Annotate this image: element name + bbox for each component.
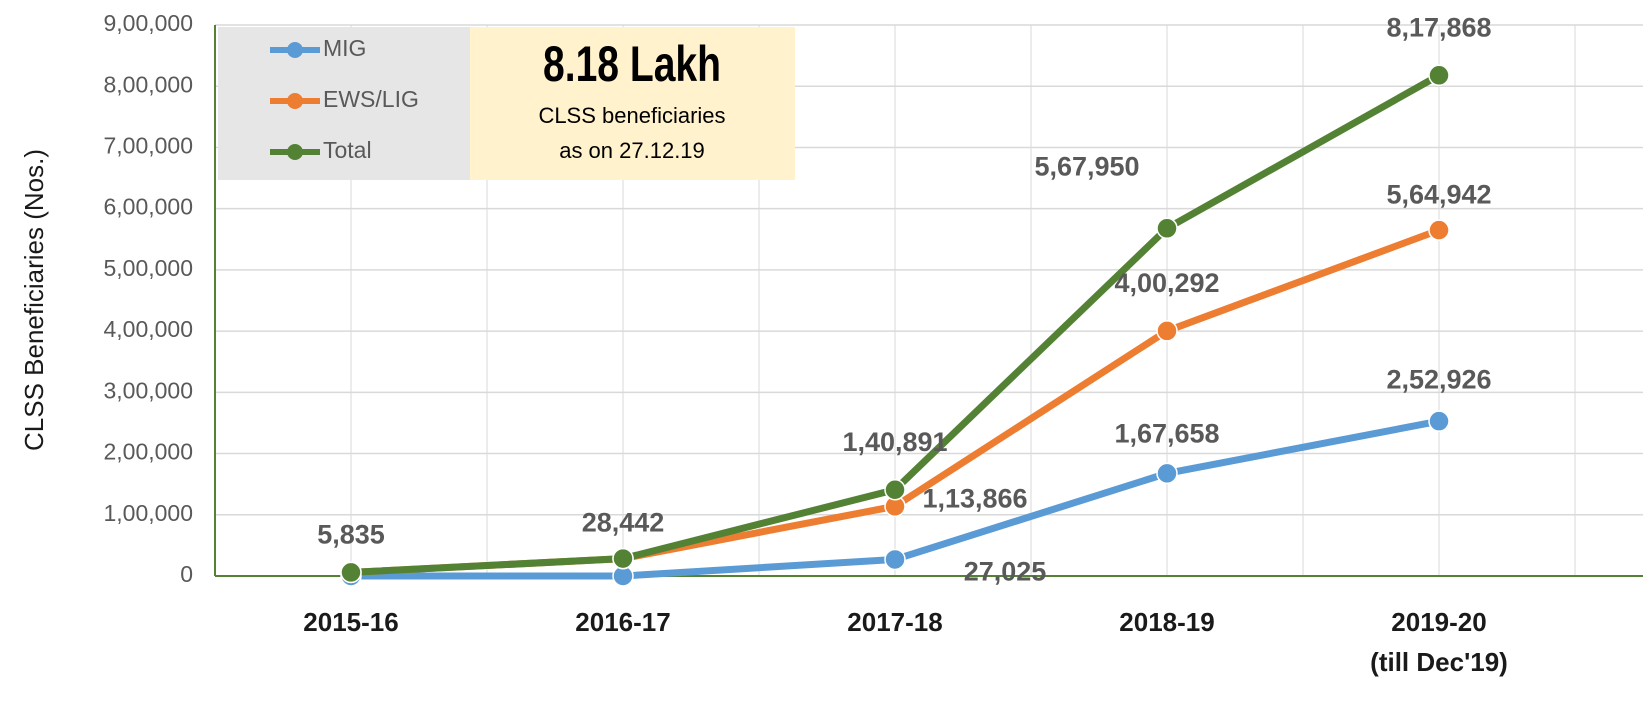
data-point	[1156, 320, 1178, 342]
x-tick-label: 2015-16	[303, 607, 398, 637]
annotation-text: CLSS beneficiaries	[538, 103, 725, 128]
data-label: 5,64,942	[1386, 179, 1491, 209]
legend-swatch	[287, 93, 303, 109]
y-tick-label: 6,00,000	[103, 194, 193, 220]
legend-swatch	[287, 42, 303, 58]
data-label: 5,67,950	[1034, 151, 1139, 181]
data-point	[612, 547, 634, 570]
legend-label: EWS/LIG	[323, 86, 419, 112]
y-tick-label: 5,00,000	[103, 255, 193, 281]
data-label: 1,13,866	[922, 483, 1027, 513]
y-tick-label: 9,00,000	[103, 10, 193, 36]
y-tick-label: 7,00,000	[103, 133, 193, 159]
data-point	[1428, 410, 1450, 432]
y-tick-label: 4,00,000	[103, 316, 193, 342]
data-label: 5,835	[317, 520, 385, 550]
y-tick-label: 0	[180, 561, 193, 587]
legend-swatch	[287, 144, 303, 160]
data-point	[1428, 219, 1450, 241]
y-tick-label: 3,00,000	[103, 377, 193, 403]
data-point	[1156, 217, 1178, 240]
data-label: 8,17,868	[1386, 12, 1491, 42]
x-tick-label: 2016-17	[575, 607, 670, 637]
x-tick-label: 2017-18	[847, 607, 942, 637]
data-point	[340, 561, 362, 584]
annotation-headline: 8.18 Lakh	[543, 36, 721, 92]
annotation-box	[470, 27, 795, 180]
y-axis-title: CLSS Beneficiaries (Nos.)	[19, 149, 49, 451]
legend-label: Total	[323, 137, 372, 163]
y-tick-label: 1,00,000	[103, 500, 193, 526]
y-tick-label: 2,00,000	[103, 439, 193, 465]
legend-label: MIG	[323, 35, 366, 61]
data-label: 28,442	[582, 508, 665, 538]
data-point	[1428, 64, 1450, 87]
data-label: 1,67,658	[1114, 418, 1219, 448]
data-point	[884, 548, 906, 571]
data-point	[1156, 462, 1178, 485]
x-tick-label: 2018-19	[1119, 607, 1214, 637]
y-tick-label: 8,00,000	[103, 71, 193, 97]
data-label: 27,025	[964, 557, 1047, 587]
data-label: 2,52,926	[1386, 364, 1491, 394]
data-point	[884, 478, 906, 501]
data-label: 4,00,292	[1114, 268, 1219, 298]
annotation-text: as on 27.12.19	[559, 138, 705, 163]
data-label: 1,40,891	[842, 427, 947, 457]
legend-box	[218, 27, 470, 180]
x-tick-label: 2019-20 (till Dec'19)	[1370, 607, 1508, 677]
